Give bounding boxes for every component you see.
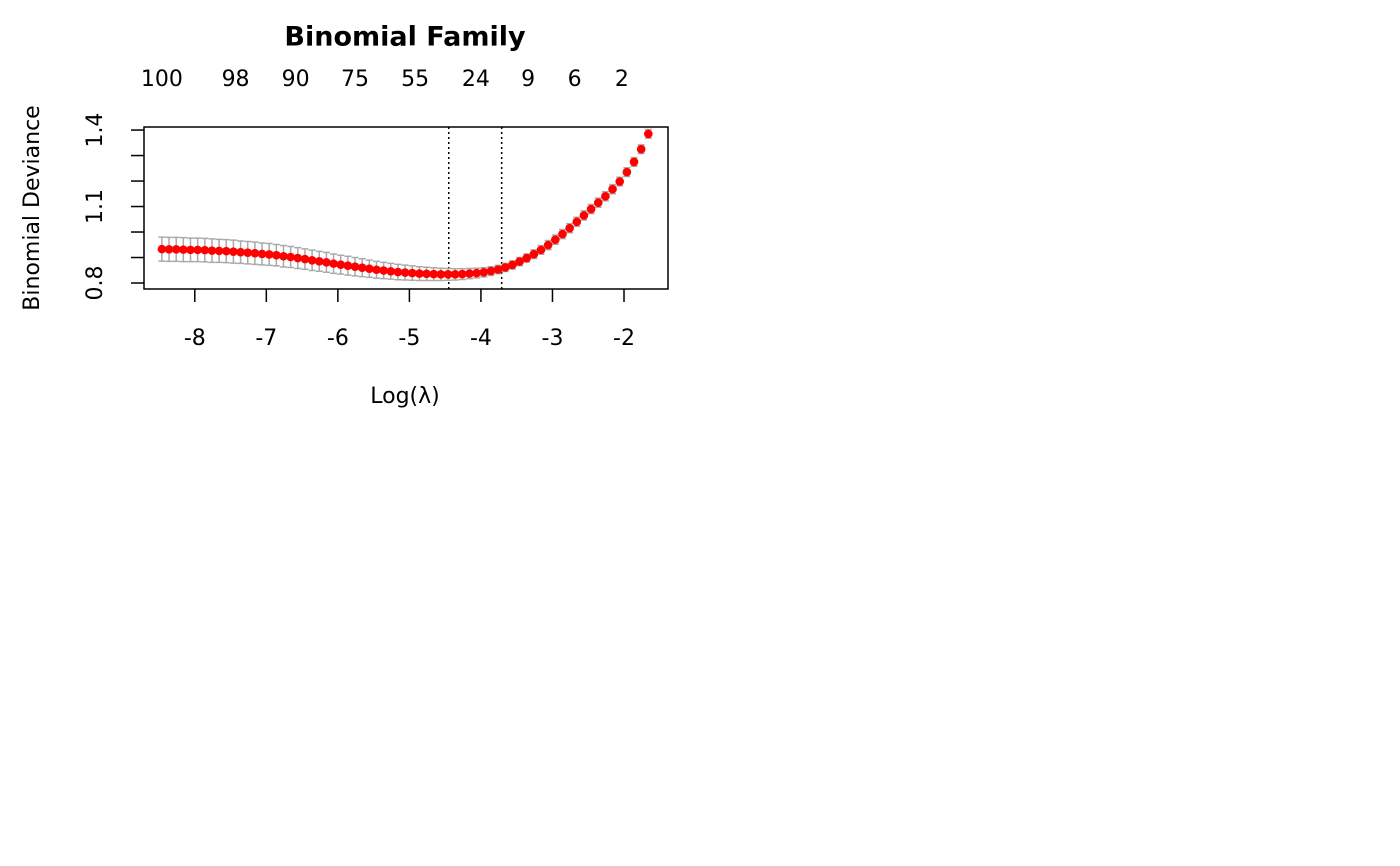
point (601, 192, 610, 201)
point (293, 253, 303, 263)
plot-frame (143, 126, 669, 290)
point (157, 244, 167, 254)
point (551, 235, 560, 244)
top-tick-label: 90 (282, 67, 310, 92)
point (529, 249, 539, 259)
point (479, 268, 489, 277)
point (336, 260, 346, 269)
point (522, 253, 532, 263)
point (572, 217, 582, 227)
point (579, 211, 589, 220)
y-tick-label: 0.8 (83, 266, 108, 301)
point (644, 129, 653, 139)
point (436, 270, 446, 279)
top-tick-label: 6 (568, 67, 582, 92)
point (365, 264, 374, 274)
point (486, 266, 496, 276)
x-tick-label: -2 (613, 326, 635, 351)
point (372, 265, 381, 275)
point (186, 245, 195, 255)
point (200, 245, 210, 255)
top-tick-label: 75 (341, 67, 369, 92)
point (458, 269, 467, 279)
point (343, 261, 353, 270)
point (286, 252, 295, 262)
top-tick-label: 9 (521, 67, 535, 92)
point (300, 254, 310, 264)
point (357, 263, 367, 273)
point (250, 248, 260, 258)
y-tick-label: 1.4 (83, 113, 108, 148)
point (229, 247, 238, 256)
point (386, 266, 396, 276)
x-tick-label: -7 (255, 326, 277, 351)
point (536, 245, 546, 255)
point (608, 184, 617, 194)
x-tick-label: -6 (327, 326, 349, 351)
point (415, 269, 424, 278)
top-tick-label: 24 (462, 67, 490, 92)
x-tick-label: -4 (470, 326, 492, 351)
point (450, 270, 460, 279)
top-tick-label: 98 (222, 67, 250, 92)
point (272, 250, 281, 260)
point (329, 259, 338, 268)
point (429, 269, 439, 279)
x-axis-label: Log(λ) (370, 384, 439, 409)
point (593, 198, 603, 208)
point (322, 258, 331, 267)
point (264, 250, 274, 259)
point (350, 262, 360, 271)
point (465, 269, 474, 278)
point (279, 251, 288, 261)
point (629, 157, 639, 167)
point (636, 144, 646, 154)
point (558, 229, 567, 239)
x-tick-label: -3 (542, 326, 564, 351)
point (472, 268, 481, 278)
point (393, 267, 403, 277)
point (214, 246, 224, 256)
x-tick-label: -5 (398, 326, 420, 351)
top-tick-label: 55 (401, 67, 429, 92)
point (307, 256, 317, 265)
point (407, 268, 417, 278)
point (193, 245, 202, 255)
point (515, 257, 524, 266)
point (586, 204, 596, 214)
point (236, 247, 245, 257)
point (243, 248, 253, 257)
top-tick-label: 2 (615, 67, 629, 92)
point (622, 167, 632, 177)
point (565, 223, 574, 233)
point (379, 266, 388, 275)
point (615, 177, 625, 186)
point (543, 240, 553, 250)
point (257, 249, 267, 259)
point (314, 257, 324, 266)
point (400, 268, 410, 277)
point (221, 246, 231, 256)
point (207, 246, 217, 255)
point (508, 260, 517, 270)
point (500, 263, 510, 272)
point (179, 245, 188, 254)
point (443, 270, 453, 279)
point (493, 265, 503, 274)
point (422, 269, 431, 279)
chart-title: Binomial Family (284, 22, 526, 53)
x-tick-label: -8 (184, 326, 206, 351)
top-tick-label: 100 (141, 67, 183, 92)
y-axis-label: Binomial Deviance (20, 105, 45, 310)
point (171, 245, 181, 254)
point (164, 245, 174, 254)
y-tick-label: 1.1 (83, 189, 108, 224)
